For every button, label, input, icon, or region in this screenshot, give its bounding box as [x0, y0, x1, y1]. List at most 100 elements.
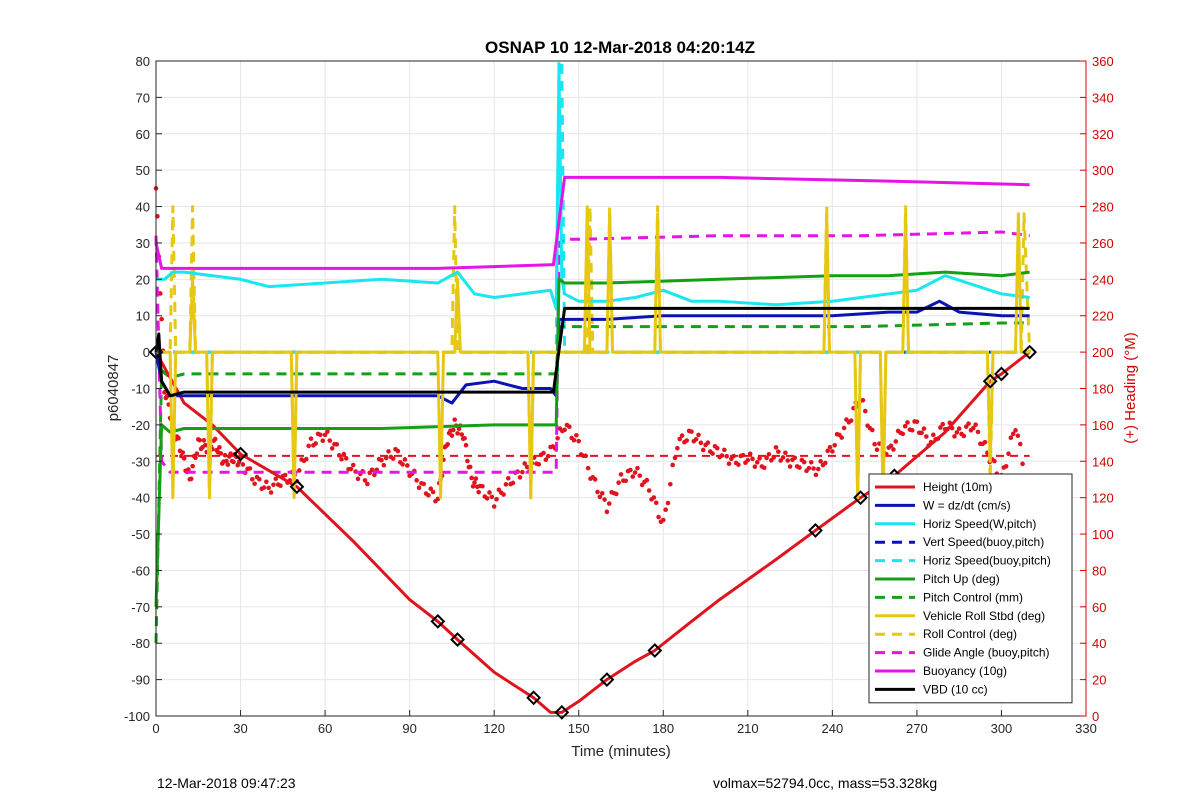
heading-point	[562, 427, 567, 433]
heading-point	[524, 464, 530, 470]
heading-point	[355, 476, 361, 482]
heading-point	[860, 397, 866, 403]
heading-point	[261, 485, 267, 490]
y2-tick-label: 0	[1092, 709, 1099, 724]
heading-point	[663, 507, 668, 513]
heading-point	[900, 431, 906, 437]
heading-point	[296, 468, 302, 473]
heading-point	[222, 452, 228, 458]
y-tick-label: -40	[131, 491, 150, 506]
heading-point	[862, 408, 868, 414]
heading-point	[975, 429, 981, 435]
heading-point	[1017, 441, 1023, 447]
heading-point	[271, 482, 276, 488]
heading-point	[602, 497, 607, 502]
height-marker	[450, 632, 465, 647]
heading-point	[449, 433, 455, 438]
heading-point	[469, 475, 474, 481]
heading-point	[710, 451, 715, 456]
heading-point	[501, 492, 506, 497]
heading-point	[400, 462, 405, 467]
heading-point	[421, 481, 427, 487]
heading-point	[874, 447, 880, 453]
height-marker	[982, 373, 998, 389]
heading-point	[1015, 433, 1021, 439]
legend-entry: Vehicle Roll Stbd (deg)	[923, 609, 1045, 623]
heading-point	[597, 494, 603, 500]
height-marker	[233, 446, 248, 462]
heading-point	[595, 489, 600, 495]
heading-point	[952, 434, 957, 439]
heading-point	[973, 422, 978, 428]
legend-entry: Glide Angle (buoy,pitch)	[923, 646, 1050, 660]
heading-point	[806, 465, 812, 471]
heading-point	[1008, 435, 1014, 440]
heading-point	[921, 426, 927, 431]
heading-point	[386, 449, 391, 454]
axes: 0 30 60 90 120 150 180 210 240 270 300 330-100-90-8…	[124, 54, 1114, 736]
heading-point	[186, 467, 191, 472]
heading-point	[327, 438, 333, 443]
heading-point	[467, 464, 473, 470]
heading-point	[752, 464, 758, 470]
heading-point	[585, 465, 591, 471]
heading-point	[714, 445, 720, 451]
footer-info: volmax=52794.0cc, mass=53.328kg	[713, 775, 938, 791]
heading-point	[698, 440, 704, 446]
y2-tick-label: 320	[1092, 127, 1114, 142]
heading-point	[668, 481, 673, 487]
series-pitch-control-mm	[154, 321, 1030, 644]
heading-point	[181, 456, 187, 461]
heading-point	[435, 496, 441, 502]
series-horiz-speed-w-pitch	[156, 66, 1030, 310]
heading-point	[954, 430, 960, 435]
heading-point	[343, 456, 349, 461]
x-tick-label: 270	[906, 721, 928, 736]
heading-point	[268, 490, 274, 495]
heading-point	[505, 475, 511, 481]
heading-point	[616, 480, 621, 485]
height-marker	[599, 672, 615, 688]
heading-point	[190, 463, 195, 469]
heading-point	[379, 457, 384, 463]
heading-point	[470, 484, 476, 489]
heading-point	[719, 453, 725, 458]
heading-point	[632, 470, 638, 475]
heading-point	[465, 458, 470, 464]
y-tick-label: -50	[131, 527, 150, 542]
heading-point	[404, 463, 410, 468]
heading-point	[176, 435, 181, 441]
heading-point	[1003, 463, 1009, 469]
heading-point	[188, 476, 194, 482]
heading-point	[414, 478, 419, 483]
heading-point	[416, 485, 422, 491]
legend-entry: W = dz/dt (cm/s)	[923, 498, 1011, 512]
heading-point	[754, 460, 760, 465]
heading-point	[623, 478, 628, 484]
x-tick-label: 120	[483, 721, 505, 736]
heading-point	[463, 442, 469, 448]
heading-point	[217, 445, 222, 450]
heading-point	[705, 440, 711, 446]
heading-point	[832, 443, 838, 448]
heading-point	[576, 438, 582, 444]
heading-point	[329, 446, 335, 451]
heading-point	[787, 464, 793, 469]
x-axis-label: Time (minutes)	[571, 743, 670, 760]
heading-point	[157, 291, 163, 296]
heading-point	[801, 459, 807, 465]
heading-point	[322, 432, 328, 438]
y2-tick-label: 340	[1092, 90, 1114, 105]
x-tick-label: 180	[652, 721, 674, 736]
heading-point	[430, 489, 436, 495]
heading-point	[472, 480, 477, 485]
heading-point	[630, 474, 636, 479]
heading-point	[724, 453, 729, 459]
heading-point	[194, 451, 200, 456]
heading-point	[225, 462, 231, 467]
height-marker	[994, 366, 1009, 382]
heading-point	[451, 427, 456, 433]
y2-tick-label: 100	[1092, 527, 1114, 542]
heading-point	[909, 427, 915, 433]
heading-point	[938, 425, 943, 430]
